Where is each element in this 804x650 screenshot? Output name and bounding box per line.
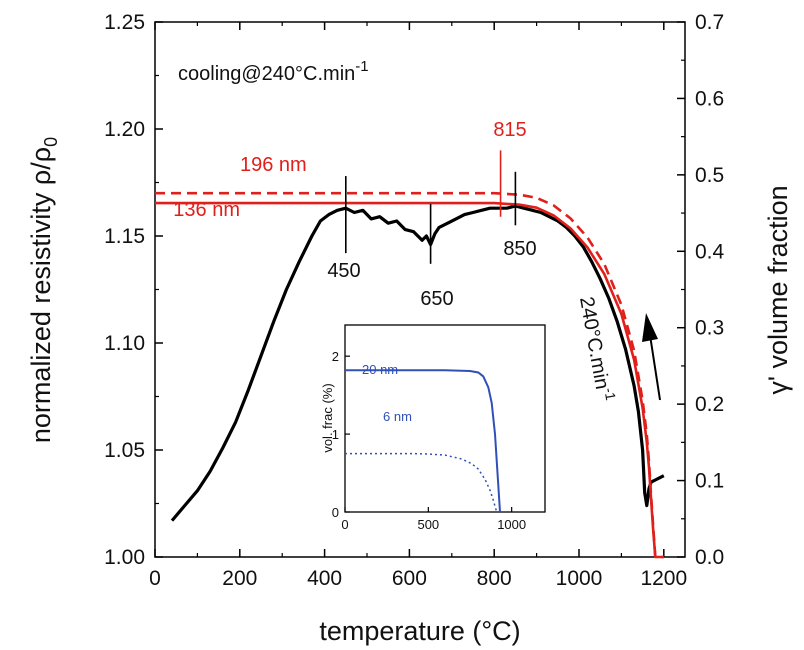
- marker-815-label: 815: [493, 119, 526, 141]
- x-axis-title: temperature (°C): [319, 616, 520, 646]
- condition-annotation: cooling@240°C.min-1: [178, 58, 369, 85]
- y-right-tick-label: 0.4: [695, 240, 725, 263]
- x-tick-label: 1000: [556, 567, 603, 590]
- y-left-tick-label: 1.00: [104, 546, 145, 569]
- y-right-tick-label: 0.1: [695, 470, 724, 493]
- volume-fraction-series-line-2: [155, 201, 664, 559]
- size-136-label: 136 nm: [173, 199, 240, 221]
- peak-850-label: 850: [503, 238, 536, 260]
- y-right-tick-label: 0.2: [695, 393, 724, 416]
- svg-text:normalized resistivity ρ/ρ0: normalized resistivity ρ/ρ0: [26, 137, 61, 443]
- inset-y-tick-label: 1: [332, 427, 339, 442]
- condition-main-text: cooling@240°C.min: [178, 63, 355, 85]
- y-left-tick-label: 1.10: [104, 332, 145, 355]
- x-tick-label: 600: [392, 567, 427, 590]
- marker-layer: [344, 150, 517, 264]
- rate-main-text: 240°C.min: [575, 295, 613, 391]
- y-right-tick-label: 0.7: [695, 11, 724, 34]
- y-right-axis-title: γ' volume fraction: [763, 185, 793, 394]
- main-series-layer: [155, 191, 665, 559]
- inset-x-tick-label: 500: [417, 517, 439, 532]
- y-right-tick-label: 0.6: [695, 87, 724, 110]
- inset-y-tick-label: 2: [332, 349, 339, 364]
- y-left-tick-label: 1.20: [104, 118, 145, 141]
- y-right-tick-label: 0.0: [695, 546, 724, 569]
- y-left-tick-label: 1.15: [104, 225, 145, 248]
- peak-650-label: 650: [420, 288, 453, 310]
- x-tick-label: 800: [477, 567, 512, 590]
- inset-axes-layer: 0 500 1000 0 1 2: [332, 349, 526, 532]
- inset-series-line-1: [345, 452, 498, 513]
- condition-sup-text: -1: [355, 58, 368, 75]
- inset-y-axis-title-group: vol. frac (%): [320, 383, 335, 452]
- inset-chart: 0 500 1000 0 1 2 20 nm 6 nm vol. frac (%): [320, 324, 546, 532]
- y-right-axis-title-group: γ' volume fraction: [763, 185, 793, 394]
- resistivity-series-line: [170, 204, 665, 522]
- axes-layer: 0 200 400 600 800 1000 12001.001.051.101.151.2…: [104, 11, 724, 590]
- y-left-tick-label: 1.05: [104, 439, 145, 462]
- heating-arrow-icon: [642, 313, 661, 401]
- inset-x-tick-label: 0: [341, 517, 348, 532]
- inset-y-axis-title: vol. frac (%): [320, 383, 335, 452]
- peak-450-label: 450: [327, 260, 360, 282]
- inset-x-tick-label: 1000: [497, 517, 526, 532]
- y-left-axis-title-subscript: 0: [41, 137, 61, 147]
- y-right-tick-label: 0.5: [695, 164, 724, 187]
- inset-frame: [344, 324, 546, 513]
- size-196-label: 196 nm: [240, 154, 307, 176]
- y-left-axis-title: normalized resistivity ρ/ρ: [26, 147, 56, 443]
- rate-sup-text: -1: [601, 387, 619, 402]
- inset-series-20nm-label: 20 nm: [362, 362, 398, 377]
- inset-series-layer: [345, 369, 501, 513]
- inset-series-line-0: [345, 369, 501, 513]
- y-left-axis-title-group: normalized resistivity ρ/ρ0: [26, 137, 61, 443]
- x-tick-label: 0: [149, 567, 161, 590]
- x-tick-label: 200: [222, 567, 257, 590]
- y-left-tick-label: 1.25: [104, 11, 145, 34]
- inset-y-tick-label: 0: [332, 505, 339, 520]
- y-right-tick-label: 0.3: [695, 317, 724, 340]
- inset-series-6nm-label: 6 nm: [383, 409, 412, 424]
- x-tick-label: 400: [307, 567, 342, 590]
- x-tick-label: 1200: [640, 567, 687, 590]
